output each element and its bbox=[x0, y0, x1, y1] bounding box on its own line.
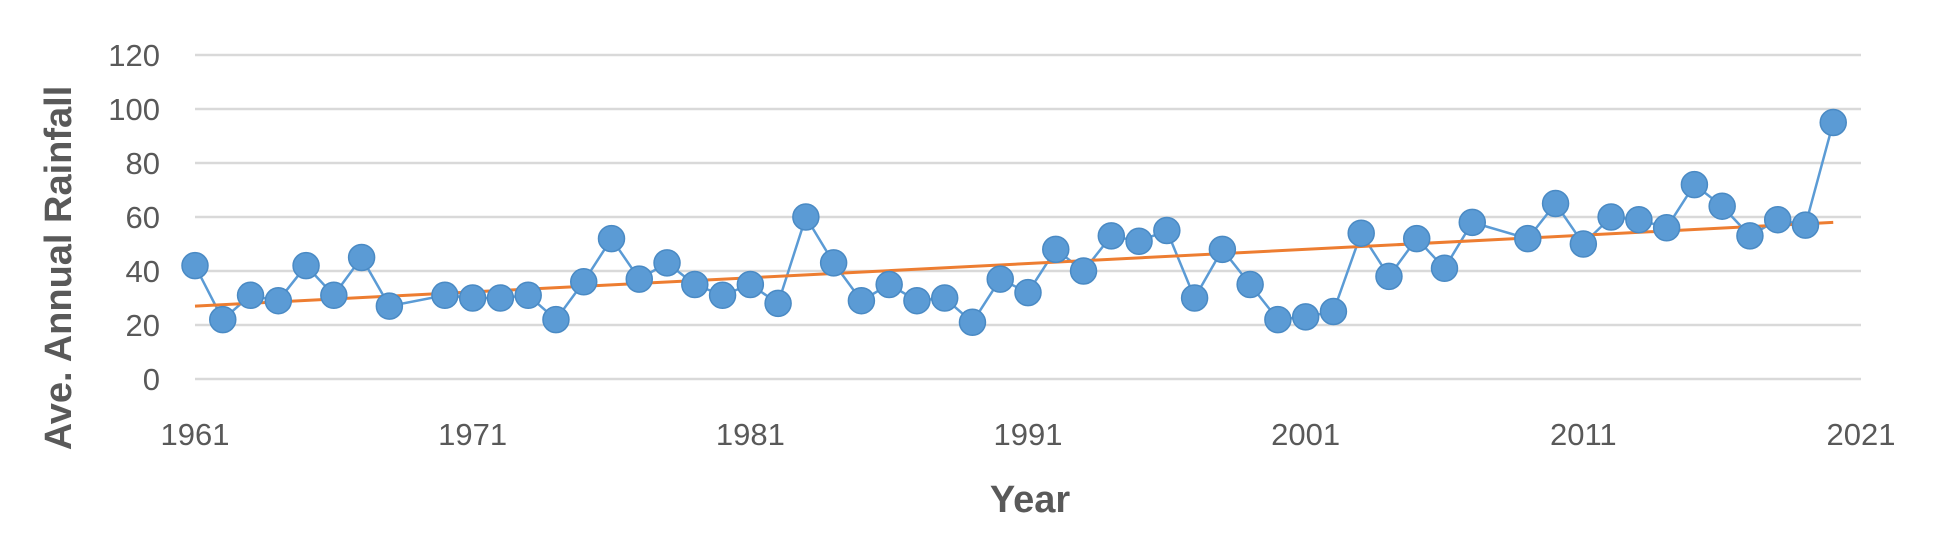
y-tick-label: 120 bbox=[108, 38, 160, 73]
data-point bbox=[1236, 270, 1264, 299]
data-point bbox=[1014, 278, 1042, 307]
data-point bbox=[653, 249, 681, 277]
data-point bbox=[1097, 222, 1126, 250]
data-point bbox=[847, 286, 876, 315]
y-tick-label: 20 bbox=[126, 308, 160, 343]
data-point bbox=[764, 289, 792, 318]
x-tick-label: 1961 bbox=[161, 417, 230, 452]
data-point bbox=[1430, 254, 1459, 283]
data-point bbox=[236, 281, 265, 310]
data-point bbox=[1625, 205, 1653, 234]
data-point bbox=[1597, 203, 1625, 231]
x-axis-title: Year bbox=[990, 479, 1071, 521]
data-point bbox=[569, 268, 598, 296]
data-point bbox=[375, 292, 404, 320]
x-tick-labels: 1961 1971 1981 1991 2001 2011 2021 bbox=[161, 417, 1896, 452]
data-point bbox=[625, 265, 654, 293]
data-point bbox=[1180, 284, 1209, 312]
data-point bbox=[292, 251, 320, 280]
data-point bbox=[264, 286, 293, 315]
y-tick-label: 0 bbox=[143, 362, 160, 397]
data-point bbox=[792, 203, 820, 231]
data-point bbox=[542, 305, 570, 334]
data-point bbox=[1402, 224, 1431, 253]
x-tick-label: 2021 bbox=[1827, 417, 1896, 452]
data-point bbox=[1652, 214, 1681, 242]
y-tick-label: 100 bbox=[108, 92, 160, 127]
x-tick-label: 1991 bbox=[994, 417, 1063, 452]
y-tick-labels: 0 20 40 60 80 100 120 bbox=[108, 38, 160, 397]
data-point bbox=[1708, 192, 1736, 220]
data-point bbox=[903, 286, 931, 315]
data-point bbox=[1763, 205, 1792, 234]
data-point bbox=[819, 249, 848, 277]
data-points bbox=[181, 108, 1847, 337]
data-point bbox=[1125, 227, 1153, 256]
data-point bbox=[1680, 170, 1709, 199]
data-point bbox=[1736, 222, 1764, 250]
y-tick-label: 40 bbox=[126, 254, 160, 289]
data-point bbox=[1541, 189, 1570, 218]
data-point bbox=[1319, 297, 1348, 326]
data-point bbox=[1069, 257, 1098, 285]
data-point bbox=[1208, 235, 1237, 264]
x-tick-label: 1971 bbox=[438, 417, 507, 452]
y-tick-label: 80 bbox=[126, 146, 160, 181]
data-point bbox=[431, 281, 459, 310]
data-point bbox=[736, 270, 765, 299]
x-tick-label: 1981 bbox=[716, 417, 785, 452]
y-tick-label: 60 bbox=[126, 200, 160, 235]
data-point bbox=[1042, 235, 1070, 264]
data-point bbox=[320, 281, 348, 310]
y-axis-title: Ave. Annual Rainfall bbox=[38, 86, 80, 451]
data-point bbox=[875, 270, 903, 299]
data-point bbox=[958, 308, 987, 337]
data-point bbox=[1291, 303, 1320, 331]
data-point bbox=[1514, 224, 1542, 253]
series-line bbox=[193, 122, 1835, 325]
data-point bbox=[597, 224, 626, 253]
data-point bbox=[347, 243, 376, 272]
gridlines bbox=[195, 53, 1861, 381]
data-point bbox=[209, 305, 237, 334]
data-point bbox=[1458, 208, 1487, 237]
data-point bbox=[458, 284, 487, 312]
data-point bbox=[1375, 262, 1403, 291]
data-point bbox=[1819, 108, 1847, 137]
data-point bbox=[681, 270, 709, 299]
data-point bbox=[486, 284, 515, 312]
data-point bbox=[1264, 305, 1292, 334]
data-point bbox=[1569, 230, 1598, 258]
data-point bbox=[1347, 219, 1375, 247]
data-point bbox=[514, 281, 542, 310]
data-point bbox=[708, 281, 737, 310]
data-point bbox=[930, 284, 959, 312]
data-point bbox=[181, 251, 209, 280]
x-tick-label: 2011 bbox=[1550, 417, 1617, 452]
data-point bbox=[1153, 216, 1181, 245]
x-tick-label: 2001 bbox=[1271, 417, 1340, 452]
data-point bbox=[986, 265, 1014, 293]
data-point bbox=[1791, 211, 1820, 239]
